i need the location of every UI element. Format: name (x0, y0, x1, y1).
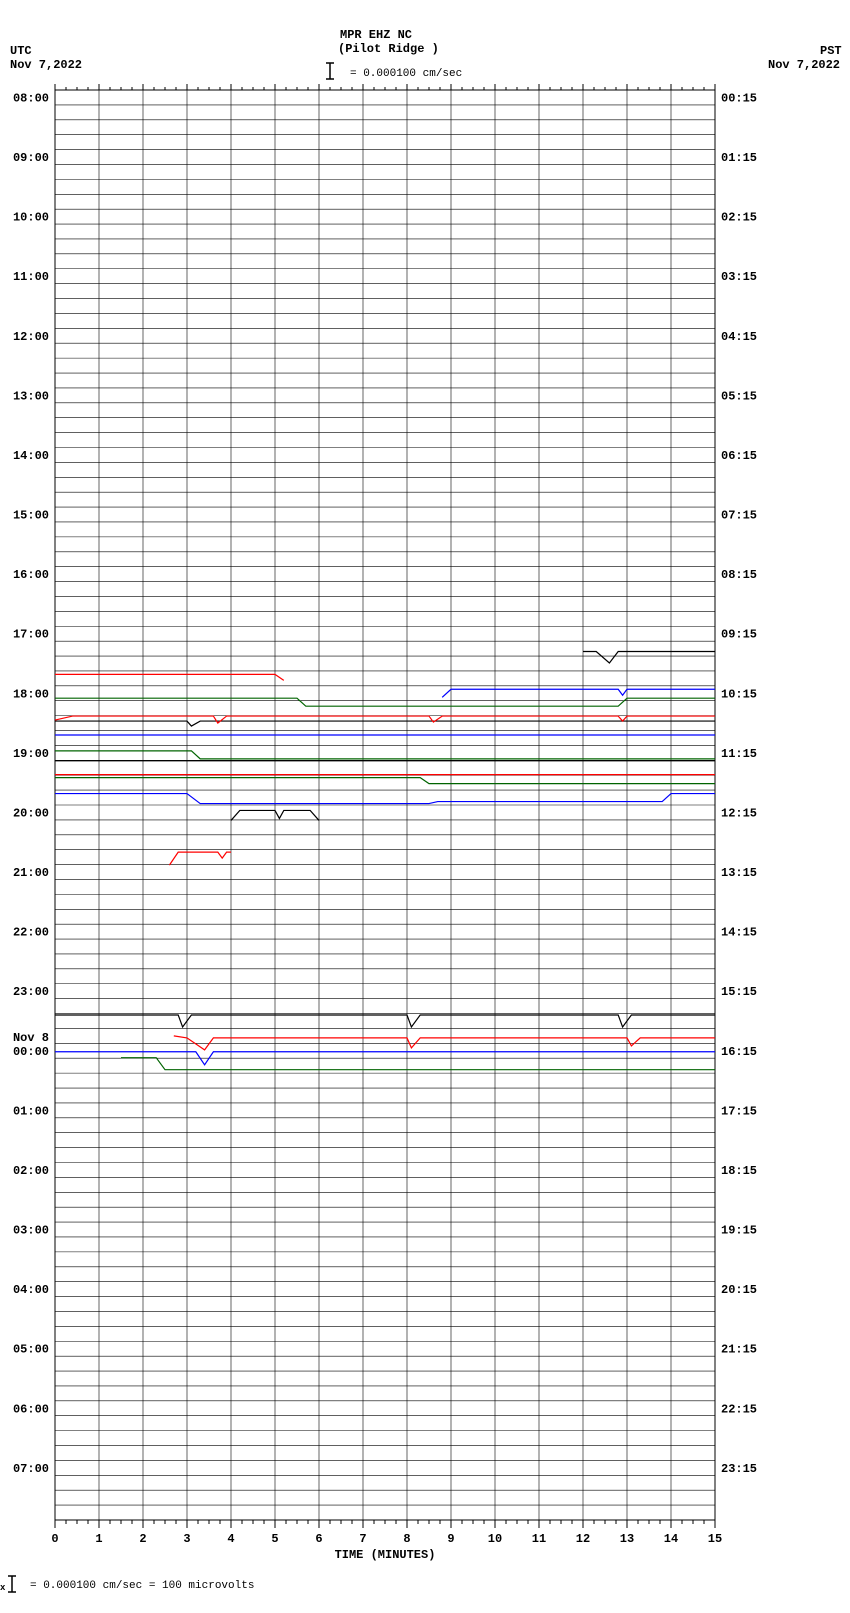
svg-text:x: x (0, 1583, 6, 1593)
helicorder-plot: MPR EHZ NC (Pilot Ridge ) = 0.000100 cm/… (0, 0, 850, 1613)
